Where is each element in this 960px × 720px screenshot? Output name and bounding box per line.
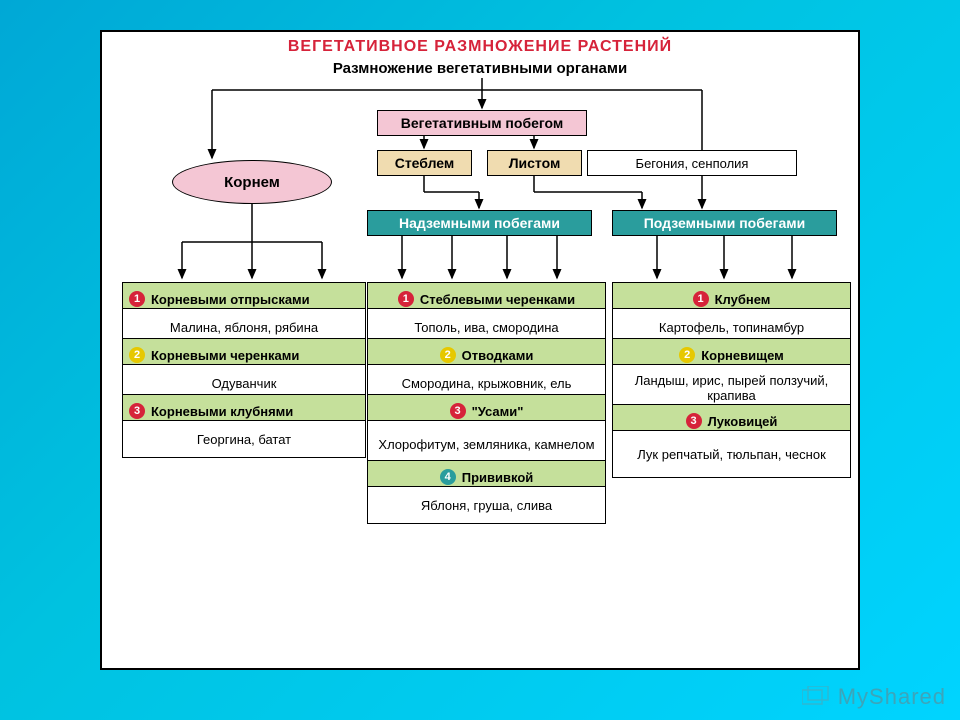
slide-background: ВЕГЕТАТИВНОЕ РАЗМНОЖЕНИЕ РАСТЕНИЙ Размно… [0, 0, 960, 720]
watermark-icon [802, 686, 830, 706]
subtitle: Размножение вегетативными органами [102, 60, 858, 77]
watermark-text: MyShared [838, 684, 946, 710]
method-label: Корневыми черенками [151, 348, 299, 363]
diagram-panel: ВЕГЕТАТИВНОЕ РАЗМНОЖЕНИЕ РАСТЕНИЙ Размно… [100, 30, 860, 670]
method-example: Георгина, батат [122, 420, 366, 458]
method-label: Луковицей [708, 414, 778, 429]
number-badge: 2 [440, 347, 456, 363]
method-example: Лук репчатый, тюльпан, чеснок [612, 430, 851, 478]
method-label: Корневыми клубнями [151, 404, 293, 419]
above-ground-box: Надземными побегами [367, 210, 592, 236]
leaf-example: Бегония, сенполия [587, 150, 797, 176]
number-badge: 1 [398, 291, 414, 307]
method-label: Корневыми отпрысками [151, 292, 310, 307]
number-badge: 2 [679, 347, 695, 363]
method-example: Яблоня, груша, слива [367, 486, 606, 524]
method-label: Клубнем [715, 292, 771, 307]
number-badge: 1 [693, 291, 709, 307]
shoot-box: Вегетативным побегом [377, 110, 587, 136]
method-label: Прививкой [462, 470, 534, 485]
method-label: Корневищем [701, 348, 784, 363]
number-badge: 3 [450, 403, 466, 419]
method-label: Отводками [462, 348, 534, 363]
number-badge: 2 [129, 347, 145, 363]
method-label: "Усами" [472, 404, 524, 419]
root-ellipse: Корнем [172, 160, 332, 204]
below-ground-box: Подземными побегами [612, 210, 837, 236]
leaf-box: Листом [487, 150, 582, 176]
number-badge: 1 [129, 291, 145, 307]
number-badge: 4 [440, 469, 456, 485]
method-label: Стеблевыми черенками [420, 292, 575, 307]
number-badge: 3 [686, 413, 702, 429]
main-title: ВЕГЕТАТИВНОЕ РАЗМНОЖЕНИЕ РАСТЕНИЙ [102, 38, 858, 56]
number-badge: 3 [129, 403, 145, 419]
stem-box: Стеблем [377, 150, 472, 176]
